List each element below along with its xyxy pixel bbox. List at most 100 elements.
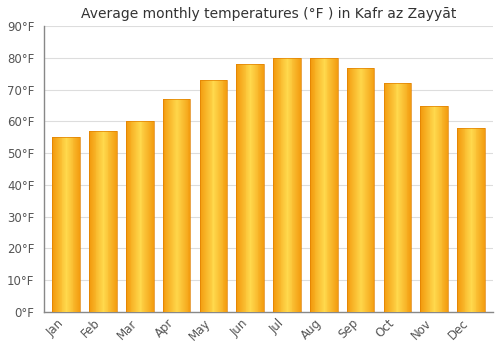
Bar xyxy=(331,58,332,312)
Bar xyxy=(398,83,399,312)
Bar xyxy=(79,137,80,312)
Bar xyxy=(174,99,176,312)
Bar xyxy=(384,83,411,312)
Bar xyxy=(392,83,393,312)
Bar xyxy=(299,58,300,312)
Bar xyxy=(324,58,326,312)
Bar xyxy=(353,68,354,312)
Bar xyxy=(406,83,408,312)
Bar xyxy=(389,83,390,312)
Bar xyxy=(69,137,70,312)
Bar xyxy=(55,137,56,312)
Bar xyxy=(170,99,171,312)
Bar xyxy=(365,68,366,312)
Bar xyxy=(101,131,102,312)
Bar xyxy=(370,68,372,312)
Bar xyxy=(282,58,284,312)
Bar xyxy=(402,83,403,312)
Bar xyxy=(208,80,210,312)
Bar xyxy=(239,64,240,312)
Bar xyxy=(74,137,76,312)
Bar xyxy=(420,106,422,312)
Bar xyxy=(368,68,369,312)
Bar xyxy=(89,131,90,312)
Bar xyxy=(134,121,135,312)
Bar xyxy=(287,58,288,312)
Bar xyxy=(297,58,298,312)
Bar xyxy=(243,64,244,312)
Bar xyxy=(204,80,205,312)
Bar xyxy=(348,68,350,312)
Bar xyxy=(202,80,203,312)
Bar xyxy=(147,121,148,312)
Bar xyxy=(439,106,440,312)
Bar xyxy=(218,80,219,312)
Bar xyxy=(435,106,436,312)
Bar xyxy=(219,80,220,312)
Bar xyxy=(114,131,115,312)
Bar xyxy=(126,121,127,312)
Bar xyxy=(108,131,110,312)
Bar xyxy=(387,83,388,312)
Bar xyxy=(457,128,458,312)
Bar xyxy=(444,106,445,312)
Bar xyxy=(459,128,460,312)
Bar xyxy=(162,99,190,312)
Bar xyxy=(424,106,425,312)
Bar xyxy=(91,131,92,312)
Bar xyxy=(442,106,444,312)
Bar xyxy=(105,131,106,312)
Bar xyxy=(445,106,446,312)
Bar xyxy=(185,99,186,312)
Bar xyxy=(151,121,152,312)
Bar xyxy=(203,80,204,312)
Bar xyxy=(54,137,55,312)
Bar xyxy=(472,128,473,312)
Bar xyxy=(277,58,278,312)
Bar xyxy=(310,58,338,312)
Bar xyxy=(437,106,438,312)
Bar xyxy=(323,58,324,312)
Bar xyxy=(369,68,370,312)
Bar xyxy=(457,128,485,312)
Bar xyxy=(182,99,183,312)
Bar xyxy=(176,99,178,312)
Bar xyxy=(476,128,478,312)
Bar xyxy=(468,128,469,312)
Bar xyxy=(216,80,217,312)
Bar xyxy=(474,128,476,312)
Bar xyxy=(78,137,79,312)
Bar xyxy=(72,137,74,312)
Bar xyxy=(152,121,154,312)
Bar xyxy=(188,99,190,312)
Bar xyxy=(136,121,137,312)
Bar xyxy=(427,106,428,312)
Bar xyxy=(52,137,53,312)
Bar xyxy=(298,58,299,312)
Bar xyxy=(139,121,140,312)
Bar xyxy=(426,106,427,312)
Bar xyxy=(288,58,289,312)
Bar xyxy=(252,64,253,312)
Bar xyxy=(336,58,338,312)
Bar xyxy=(295,58,296,312)
Bar xyxy=(355,68,356,312)
Bar xyxy=(93,131,94,312)
Bar xyxy=(461,128,462,312)
Bar xyxy=(357,68,358,312)
Bar xyxy=(410,83,411,312)
Bar xyxy=(358,68,360,312)
Bar xyxy=(240,64,241,312)
Bar xyxy=(470,128,471,312)
Bar xyxy=(481,128,482,312)
Bar xyxy=(210,80,212,312)
Bar xyxy=(480,128,481,312)
Bar xyxy=(178,99,180,312)
Bar xyxy=(146,121,147,312)
Bar xyxy=(425,106,426,312)
Bar xyxy=(473,128,474,312)
Bar xyxy=(76,137,77,312)
Bar xyxy=(90,131,91,312)
Bar xyxy=(482,128,483,312)
Bar xyxy=(56,137,57,312)
